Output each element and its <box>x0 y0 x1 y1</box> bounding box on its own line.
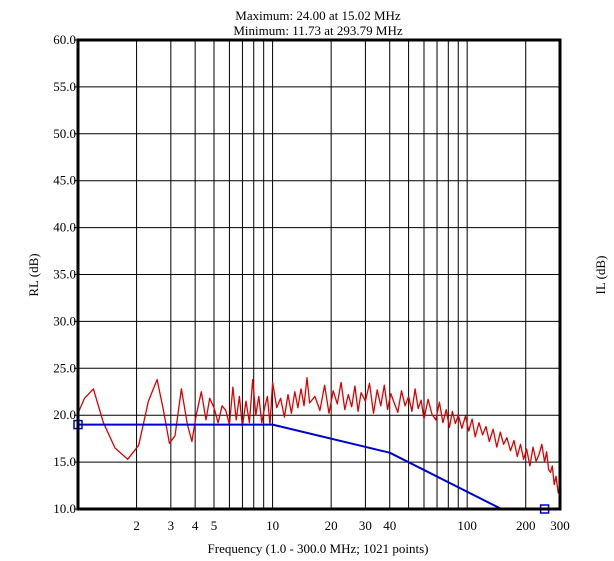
y-axis-ticks: 10.0 15.0 20.0 25.0 30.0 35.0 40.0 45.0 50.0 55.0… <box>53 32 78 516</box>
y-tick-label: 50.0 <box>53 126 76 141</box>
x-axis-label: Frequency (1.0 - 300.0 MHz; 1021 points) <box>208 541 429 556</box>
x-tick-label: 40 <box>383 518 396 533</box>
y-tick-label: 45.0 <box>53 173 76 188</box>
y-tick-label: 30.0 <box>53 313 76 328</box>
x-tick-label: 30 <box>359 518 372 533</box>
maximum-annotation: Maximum: 24.00 at 15.02 MHz <box>235 8 401 23</box>
y-tick-label: 35.0 <box>53 267 76 282</box>
y-tick-label: 10.0 <box>53 501 76 516</box>
y-tick-label: 40.0 <box>53 220 76 235</box>
x-tick-label: 2 <box>133 518 140 533</box>
y-tick-label: 60.0 <box>53 32 76 47</box>
x-tick-label: 10 <box>266 518 279 533</box>
y-tick-label: 25.0 <box>53 360 76 375</box>
y-axis-label-left: RL (dB) <box>26 253 41 296</box>
rl-measured-line <box>77 377 561 494</box>
x-tick-label: 200 <box>516 518 536 533</box>
grid <box>78 39 560 510</box>
y-tick-label: 15.0 <box>53 454 76 469</box>
x-tick-label: 300 <box>550 518 570 533</box>
minimum-annotation: Minimum: 11.73 at 293.79 MHz <box>233 23 402 38</box>
x-tick-label: 5 <box>211 518 218 533</box>
x-tick-label: 4 <box>192 518 199 533</box>
y-tick-label: 55.0 <box>53 79 76 94</box>
x-axis-ticks: 2 3 4 5 10 20 30 40 100 200 300 <box>133 518 569 533</box>
y-axis-label-right: IL (dB) <box>593 256 608 295</box>
x-tick-label: 100 <box>457 518 477 533</box>
rl-limit-line <box>78 423 545 510</box>
series-layer <box>73 377 561 514</box>
x-tick-label: 20 <box>325 518 338 533</box>
y-tick-label: 20.0 <box>53 407 76 422</box>
x-tick-label: 3 <box>168 518 175 533</box>
